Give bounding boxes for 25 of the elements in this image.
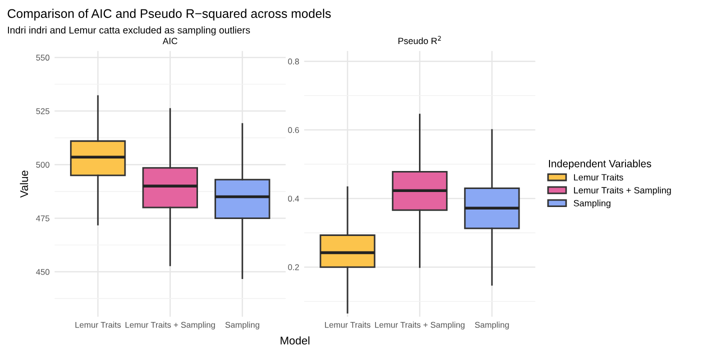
x-tick-label: Lemur Traits + Sampling — [375, 322, 464, 330]
legend-title: Independent Variables — [549, 160, 652, 170]
x-tick-label: Lemur Traits — [75, 322, 121, 328]
y-tick-label: 0.8 — [288, 58, 299, 64]
x-axis-title: Model — [280, 336, 310, 345]
y-tick-label: 550 — [36, 54, 50, 61]
text: Pseudo R$^{2}$ — [398, 36, 441, 44]
x-tick-label: Lemur Traits — [325, 322, 370, 328]
x-tick-label: Sampling — [474, 322, 509, 330]
y-tick-label: 475 — [36, 216, 50, 222]
y-tick-label: 0.4 — [288, 196, 300, 202]
y-tick-label: 0.6 — [288, 127, 299, 134]
y-tick-label: 525 — [36, 108, 50, 114]
chart-title: Comparison of AIC and Pseudo R−squared across models — [8, 8, 331, 20]
text: AIC — [162, 38, 178, 44]
legend-label: Sampling — [574, 200, 610, 208]
x-tick-label: Lemur Traits + Sampling — [126, 322, 215, 330]
y-tick-label: 0.2 — [288, 264, 299, 270]
legend-label: Lemur Traits + Sampling — [574, 186, 671, 196]
x-tick-label: Sampling — [225, 322, 260, 330]
y-tick-label: 500 — [36, 162, 50, 168]
y-tick-label: 450 — [36, 268, 50, 275]
y-axis-title: Value — [20, 170, 28, 198]
legend-label: Lemur Traits — [574, 174, 624, 181]
chart-subtitle: Indri indri and Lemur catta excluded as sampling outliers — [8, 26, 250, 36]
